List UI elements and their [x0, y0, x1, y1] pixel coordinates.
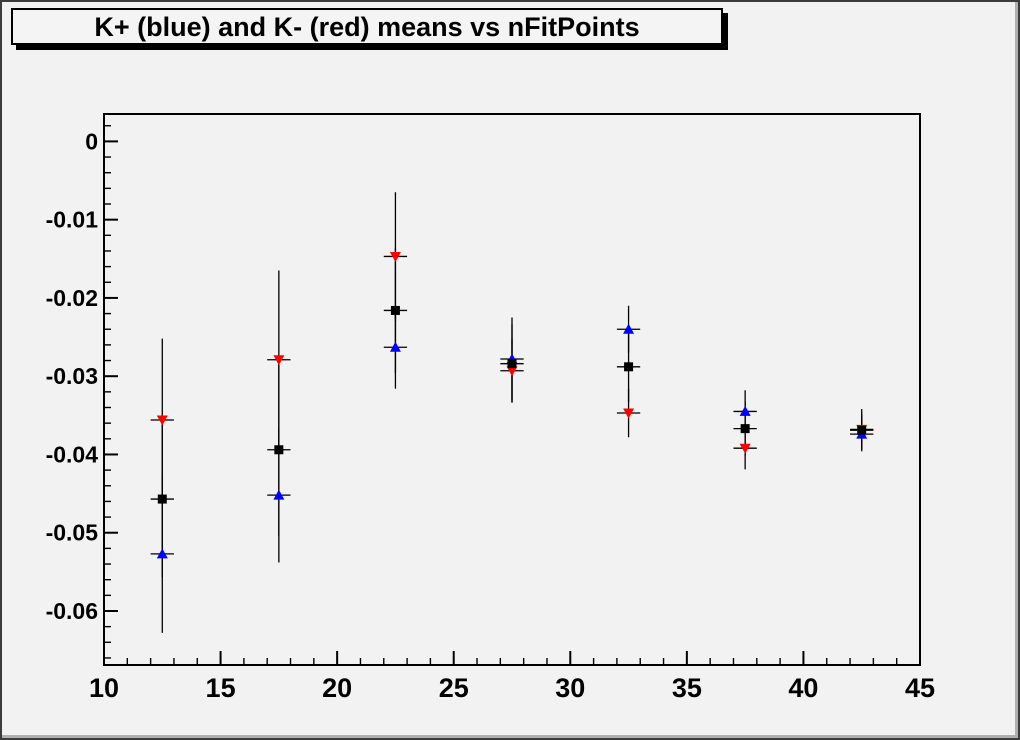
y-tick-label: -0.05: [46, 520, 99, 546]
plot-frame: [103, 113, 921, 666]
x-tick-label: 30: [555, 673, 585, 703]
data-point-square: [390, 305, 400, 315]
data-point-triangle-up: [389, 341, 401, 352]
data-point-triangle-up: [273, 489, 285, 500]
x-tick-label: 40: [788, 673, 818, 703]
data-point-square: [857, 425, 867, 435]
x-tick-label: 15: [206, 673, 236, 703]
y-tick-label: -0.06: [46, 598, 98, 624]
data-point-triangle-up: [156, 548, 168, 559]
data-point-triangle-down: [156, 415, 168, 426]
data-point-square: [157, 494, 167, 504]
x-tick-label: 45: [905, 673, 935, 703]
data-point-triangle-down: [623, 408, 635, 419]
y-axis-ticks: 0 -0.01 -0.02 -0.03 -0.04 -0.05 -0.06: [46, 125, 118, 659]
data-point-triangle-down: [389, 251, 401, 262]
data-point-triangle-down: [739, 443, 751, 454]
y-tick-label: -0.02: [46, 285, 98, 311]
y-tick-label: -0.03: [46, 363, 98, 389]
x-axis-ticks: 10 15 20 25 30 35 40 45: [89, 651, 935, 703]
x-tick-label: 25: [439, 673, 469, 703]
y-tick-label: -0.04: [46, 441, 99, 467]
y-tick-label: 0: [85, 128, 98, 154]
data-point-square: [624, 362, 634, 372]
x-tick-label: 10: [89, 673, 119, 703]
data-point-triangle-down: [273, 355, 285, 366]
data-point-square: [507, 359, 517, 369]
series-square: [157, 305, 867, 504]
x-tick-label: 35: [672, 673, 702, 703]
data-point-triangle-up: [739, 405, 751, 416]
data-point-square: [740, 424, 750, 434]
x-tick-label: 20: [322, 673, 352, 703]
data-point-square: [274, 445, 284, 455]
data-point-triangle-up: [623, 323, 635, 334]
error-bars: [150, 192, 874, 633]
y-tick-label: -0.01: [46, 207, 99, 233]
series-triangle-up: [156, 323, 868, 559]
data-point-triangle-down: [506, 366, 518, 377]
plot-title: K+ (blue) and K- (red) means vs nFitPoin…: [11, 8, 723, 45]
